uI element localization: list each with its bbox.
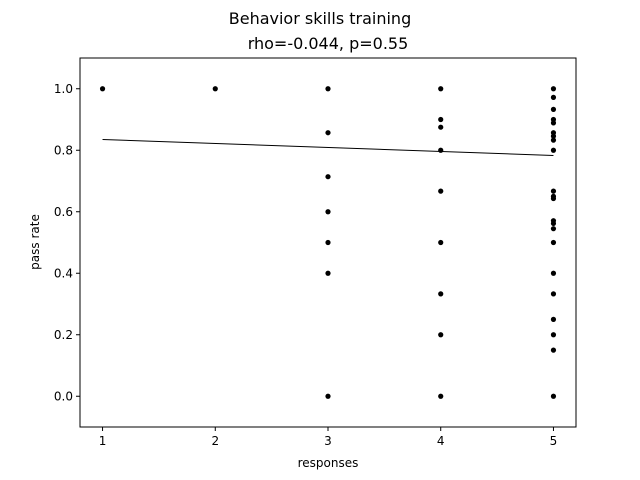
x-axis-ticks: 1 2 3 4 5 bbox=[99, 427, 558, 448]
y-axis-label: pass rate bbox=[28, 214, 42, 270]
data-point bbox=[550, 195, 557, 202]
x-tick-label: 3 bbox=[324, 434, 332, 448]
data-point bbox=[325, 130, 331, 136]
data-point bbox=[438, 393, 444, 399]
data-point bbox=[550, 137, 557, 143]
data-point bbox=[99, 86, 106, 92]
data-point bbox=[438, 147, 444, 153]
data-points bbox=[99, 86, 557, 399]
x-axis-label: responses bbox=[298, 456, 359, 470]
data-point bbox=[550, 291, 557, 297]
y-tick-label: 0.2 bbox=[54, 328, 73, 342]
chart-title: Behavior skills training bbox=[229, 9, 411, 28]
data-point bbox=[325, 86, 331, 92]
trend-line bbox=[102, 138, 554, 156]
data-point bbox=[325, 270, 331, 276]
y-axis-ticks: 0.0 0.2 0.4 0.6 0.8 1.0 bbox=[54, 82, 80, 403]
data-point bbox=[438, 291, 444, 297]
data-point bbox=[550, 133, 557, 139]
data-point bbox=[438, 124, 444, 130]
data-point bbox=[550, 120, 557, 126]
data-point bbox=[438, 86, 444, 92]
data-point bbox=[438, 116, 444, 123]
y-tick-label: 0.6 bbox=[54, 205, 73, 219]
y-tick-label: 0.0 bbox=[54, 389, 73, 403]
data-point bbox=[550, 220, 557, 227]
x-tick-label: 2 bbox=[211, 434, 219, 448]
y-tick-label: 1.0 bbox=[54, 82, 73, 96]
x-tick-label: 5 bbox=[550, 434, 558, 448]
y-tick-label: 0.4 bbox=[54, 266, 73, 280]
data-point bbox=[550, 347, 557, 353]
data-point bbox=[550, 393, 557, 399]
data-point bbox=[550, 270, 557, 276]
data-point bbox=[550, 226, 557, 232]
data-point bbox=[550, 188, 557, 194]
data-point bbox=[438, 239, 444, 246]
x-tick-label: 4 bbox=[437, 434, 445, 448]
trend-line-group bbox=[102, 138, 554, 156]
data-point bbox=[325, 393, 331, 399]
data-point bbox=[438, 188, 444, 194]
data-point bbox=[550, 106, 557, 112]
data-point bbox=[550, 332, 557, 338]
data-point bbox=[325, 239, 331, 246]
data-point bbox=[325, 209, 331, 215]
data-point bbox=[550, 86, 557, 92]
data-point bbox=[550, 147, 557, 153]
data-point bbox=[438, 332, 444, 338]
data-point bbox=[550, 94, 557, 100]
data-point bbox=[325, 174, 331, 180]
x-tick-label: 1 bbox=[99, 434, 107, 448]
y-tick-label: 0.8 bbox=[54, 143, 73, 157]
data-point bbox=[212, 86, 218, 92]
data-point bbox=[550, 316, 557, 322]
data-point bbox=[550, 239, 557, 246]
chart-subtitle: rho=-0.044, p=0.55 bbox=[248, 34, 409, 53]
